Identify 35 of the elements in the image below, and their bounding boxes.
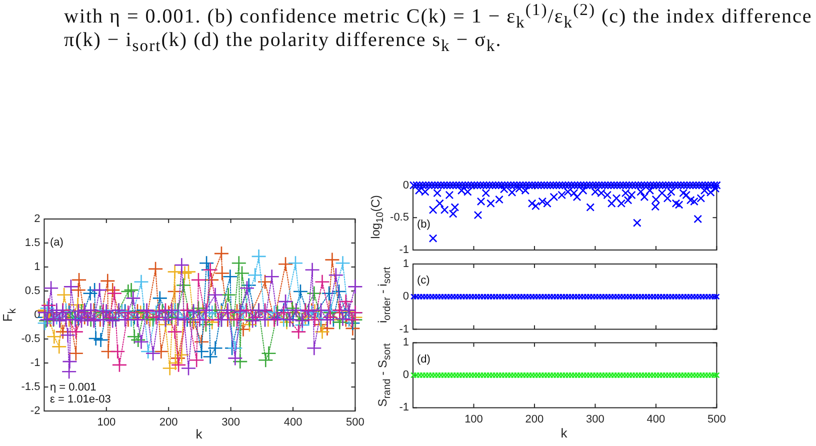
y-tick-label: 1.5 — [24, 237, 40, 250]
x-tick-label: 100 — [464, 413, 483, 426]
x-tick-label: 300 — [586, 413, 604, 426]
annotation: (d) — [417, 354, 430, 366]
y-tick-label: 0 — [402, 179, 409, 192]
annotation: (b) — [417, 218, 430, 232]
y-tick-label: -2 — [30, 405, 40, 418]
y-tick-label: -1 — [399, 244, 409, 256]
y-tick-label: 2 — [34, 213, 40, 226]
y-tick-label: -1.5 — [21, 381, 40, 394]
x-tick-label: 500 — [708, 413, 726, 426]
x-tick-label: 400 — [284, 416, 302, 429]
y-tick-label: -1 — [399, 402, 409, 414]
x-tick-label: 400 — [646, 413, 666, 426]
y-tick-label: 1 — [402, 258, 409, 270]
x-axis-title: k — [196, 426, 202, 442]
y-tick-label: 1 — [402, 336, 409, 349]
y-tick-label: 0 — [402, 369, 409, 382]
y-tick-label: -1 — [30, 357, 40, 370]
x-axis-title: k — [560, 426, 568, 442]
annotation: (a) — [50, 236, 64, 250]
y-tick-label: -1 — [399, 323, 409, 336]
x-tick-label: 200 — [525, 413, 544, 426]
y-tick-label: 0.5 — [24, 285, 40, 298]
x-tick-label: 500 — [346, 416, 364, 429]
annotation: (c) — [417, 274, 430, 288]
x-tick-label: 300 — [222, 416, 240, 429]
annotation: ε = 1.01e-03 — [50, 394, 111, 406]
y-tick-label: 0 — [402, 290, 409, 303]
y-tick-label: -0.5 — [390, 212, 409, 224]
y-tick-label: -0.5 — [21, 333, 40, 346]
x-tick-label: 100 — [97, 416, 116, 429]
y-tick-label: 1 — [34, 261, 40, 274]
annotation: η = 0.001 — [50, 382, 96, 394]
x-tick-label: 200 — [159, 416, 178, 429]
